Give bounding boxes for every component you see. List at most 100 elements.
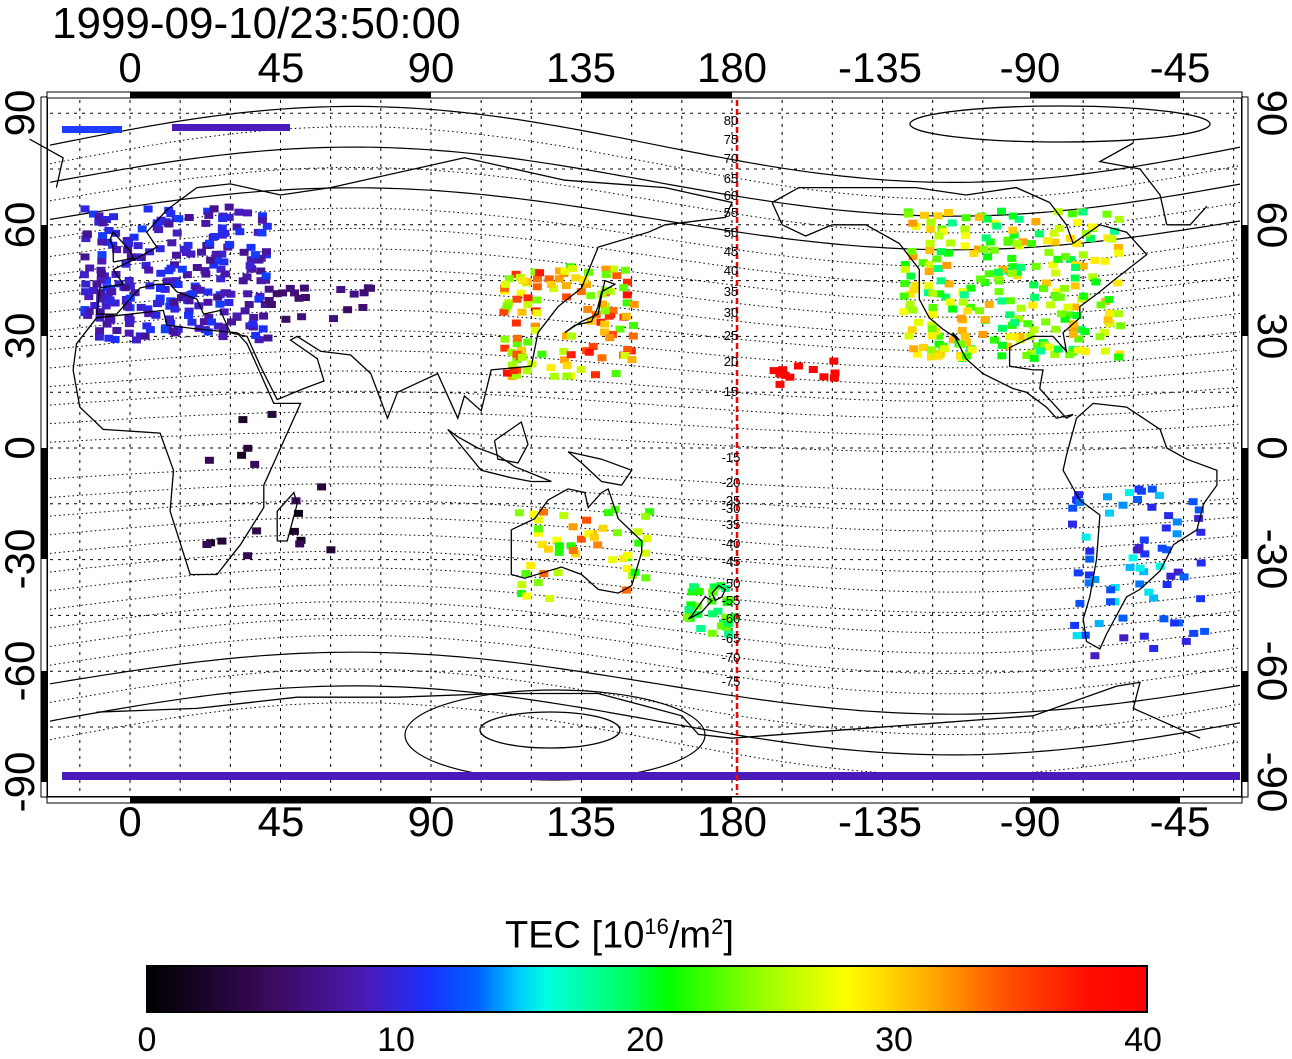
tec-point xyxy=(132,336,141,344)
tec-point xyxy=(294,509,303,517)
tec-point xyxy=(1051,325,1061,333)
tec-point xyxy=(1073,569,1083,577)
tec-point xyxy=(1096,301,1106,309)
tec-point xyxy=(1154,491,1164,499)
tec-point xyxy=(97,251,107,259)
tec-point xyxy=(165,315,174,323)
top-axis-bar-segment xyxy=(1030,92,1180,98)
right-lat-tick: -30 xyxy=(1249,528,1292,590)
coastline xyxy=(711,584,727,602)
tec-point xyxy=(1118,614,1128,622)
tec-point xyxy=(517,581,527,589)
tec-point xyxy=(593,541,603,549)
left-axis-bar-segment xyxy=(41,448,47,559)
tec-point xyxy=(561,282,571,290)
tec-point xyxy=(127,253,136,261)
tec-point xyxy=(907,247,917,255)
tec-point xyxy=(1018,238,1028,246)
tec-point xyxy=(209,261,219,269)
tec-point xyxy=(584,348,594,356)
tec-point xyxy=(1125,564,1135,571)
meridian-label: -15 xyxy=(722,450,741,465)
right-lat-tick: 90 xyxy=(1249,89,1292,137)
coastline xyxy=(29,138,1208,226)
tec-point xyxy=(1159,615,1169,623)
tec-point xyxy=(366,284,375,292)
tec-point xyxy=(979,245,989,253)
top-lon-tick: -90 xyxy=(999,44,1061,91)
left-lat-tick: -60 xyxy=(0,640,43,702)
coastline xyxy=(72,309,302,576)
tec-point xyxy=(300,294,310,301)
tec-point xyxy=(1086,235,1096,242)
tec-point xyxy=(502,369,512,377)
meridian-label: -55 xyxy=(722,593,741,608)
tec-point xyxy=(1133,496,1142,503)
tec-point xyxy=(104,334,114,342)
tec-point xyxy=(1139,568,1149,576)
tec-point xyxy=(961,214,971,222)
tec-point xyxy=(232,223,242,231)
tec-point xyxy=(724,630,734,638)
meridian-label: -65 xyxy=(722,631,741,646)
tec-point xyxy=(243,290,253,298)
tec-point xyxy=(597,354,607,362)
tec-point xyxy=(243,444,253,452)
tec-point xyxy=(941,293,951,301)
tec-point xyxy=(601,265,611,273)
tec-point xyxy=(948,305,958,313)
tec-point xyxy=(994,288,1004,296)
tec-point xyxy=(546,364,556,372)
tec-point xyxy=(554,542,564,550)
tec-point xyxy=(326,546,336,554)
tec-point xyxy=(925,261,934,268)
tec-point xyxy=(963,307,973,315)
tec-point xyxy=(608,556,618,564)
tec-point xyxy=(106,316,116,324)
tec-point xyxy=(1119,634,1129,642)
tec-point xyxy=(1036,347,1045,355)
meridian-label: 50 xyxy=(724,225,738,240)
tec-band-south xyxy=(62,772,1240,780)
tec-point xyxy=(808,366,818,373)
mag-contour xyxy=(49,411,1241,436)
tec-point xyxy=(713,607,723,615)
tec-point xyxy=(200,267,210,275)
tec-point xyxy=(960,225,970,233)
tec-point xyxy=(220,270,230,278)
tec-point xyxy=(905,290,915,298)
tec-point xyxy=(908,219,918,227)
tec-point xyxy=(909,286,919,294)
tec-point xyxy=(239,248,249,256)
tec-point xyxy=(136,303,146,311)
mag-contour xyxy=(49,126,1241,200)
tec-point xyxy=(1029,281,1039,289)
tec-point xyxy=(947,219,957,227)
tec-point xyxy=(235,228,245,236)
tec-point xyxy=(925,239,935,247)
tec-point xyxy=(1061,253,1071,261)
tec-point xyxy=(600,320,610,328)
tec-point xyxy=(900,260,910,268)
tec-point xyxy=(966,284,976,292)
tec-point xyxy=(114,280,124,288)
tec-point xyxy=(1066,256,1076,264)
tec-point xyxy=(218,215,228,222)
tec-point xyxy=(960,332,970,340)
tec-point xyxy=(1088,223,1098,231)
tec-point xyxy=(1149,645,1159,652)
tec-point xyxy=(621,586,631,594)
tec-point xyxy=(98,219,108,227)
tec-point xyxy=(1025,332,1035,340)
tec-point xyxy=(141,261,151,269)
tec-point xyxy=(267,410,277,418)
tec-point xyxy=(125,282,135,290)
tec-point xyxy=(1155,562,1165,570)
tec-point xyxy=(1008,226,1018,234)
tec-point xyxy=(220,229,230,237)
tec-point xyxy=(927,321,937,329)
left-axis-bar-segment xyxy=(41,671,47,782)
tec-point xyxy=(628,332,638,340)
tec-point xyxy=(984,270,994,278)
top-lon-tick: -135 xyxy=(837,44,923,91)
